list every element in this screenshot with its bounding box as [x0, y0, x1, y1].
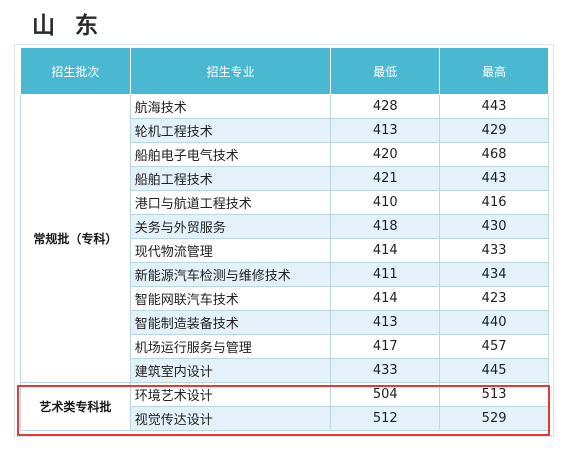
major-cell: 船舶工程技术	[129, 166, 332, 191]
table-row: 艺术类专科批 环境艺术设计 504 513	[20, 382, 549, 431]
min-score-cell: 421	[330, 166, 441, 191]
max-score-cell: 513	[439, 382, 549, 407]
batch-cell-art: 艺术类专科批	[20, 382, 131, 431]
min-score-cell: 512	[330, 406, 441, 431]
max-score-cell: 443	[439, 94, 549, 119]
header-max: 最高	[439, 47, 549, 95]
major-cell: 机场运行服务与管理	[129, 334, 332, 359]
table-row: 智能网联汽车技术 414 423	[21, 286, 549, 311]
table-row: 新能源汽车检测与维修技术 411 434	[21, 262, 549, 287]
max-score-cell: 430	[439, 214, 549, 239]
admission-scores-table: 招生批次 招生专业 最低 最高 常规批（专科） 航海技术 428 443 轮机工…	[20, 47, 549, 431]
header-batch: 招生批次	[20, 47, 131, 95]
min-score-cell: 420	[330, 142, 441, 167]
max-score-cell: 529	[439, 406, 549, 431]
table-row: 智能制造装备技术 413 440	[21, 310, 549, 335]
min-score-cell: 428	[330, 94, 441, 119]
major-cell: 建筑室内设计	[129, 358, 332, 383]
max-score-cell: 457	[439, 334, 549, 359]
table-row: 现代物流管理 414 433	[21, 238, 549, 263]
table-frame	[14, 44, 554, 437]
min-score-cell: 410	[330, 190, 441, 215]
table-row: 关务与外贸服务 418 430	[21, 214, 549, 239]
min-score-cell: 414	[330, 238, 441, 263]
major-cell: 环境艺术设计	[129, 382, 332, 407]
max-score-cell: 429	[439, 118, 549, 143]
table-row: 建筑室内设计 433 445	[21, 358, 549, 383]
table-header-row: 招生批次 招生专业 最低 最高	[20, 47, 549, 95]
min-score-cell: 433	[330, 358, 441, 383]
max-score-cell: 433	[439, 238, 549, 263]
major-cell: 轮机工程技术	[129, 118, 332, 143]
header-min: 最低	[330, 47, 441, 95]
major-cell: 船舶电子电气技术	[129, 142, 332, 167]
major-cell: 新能源汽车检测与维修技术	[129, 262, 332, 287]
min-score-cell: 413	[330, 310, 441, 335]
header-major: 招生专业	[129, 47, 332, 95]
page-title: 山 东	[32, 13, 105, 39]
major-cell: 智能制造装备技术	[129, 310, 332, 335]
max-score-cell: 416	[439, 190, 549, 215]
min-score-cell: 504	[330, 382, 441, 407]
major-cell: 航海技术	[129, 94, 332, 119]
max-score-cell: 443	[439, 166, 549, 191]
min-score-cell: 418	[330, 214, 441, 239]
major-cell: 视觉传达设计	[129, 406, 332, 431]
min-score-cell: 414	[330, 286, 441, 311]
min-score-cell: 413	[330, 118, 441, 143]
table-row: 机场运行服务与管理 417 457	[21, 334, 549, 359]
table-row: 船舶电子电气技术 420 468	[21, 142, 549, 167]
max-score-cell: 445	[439, 358, 549, 383]
max-score-cell: 440	[439, 310, 549, 335]
table-row: 视觉传达设计 512 529	[21, 406, 549, 431]
max-score-cell: 434	[439, 262, 549, 287]
major-cell: 关务与外贸服务	[129, 214, 332, 239]
major-cell: 智能网联汽车技术	[129, 286, 332, 311]
min-score-cell: 417	[330, 334, 441, 359]
major-cell: 港口与航道工程技术	[129, 190, 332, 215]
table-row: 港口与航道工程技术 410 416	[21, 190, 549, 215]
table-row: 常规批（专科） 航海技术 428 443	[20, 94, 549, 383]
batch-cell-regular: 常规批（专科）	[20, 94, 131, 383]
table-row: 船舶工程技术 421 443	[21, 166, 549, 191]
max-score-cell: 468	[439, 142, 549, 167]
min-score-cell: 411	[330, 262, 441, 287]
max-score-cell: 423	[439, 286, 549, 311]
major-cell: 现代物流管理	[129, 238, 332, 263]
